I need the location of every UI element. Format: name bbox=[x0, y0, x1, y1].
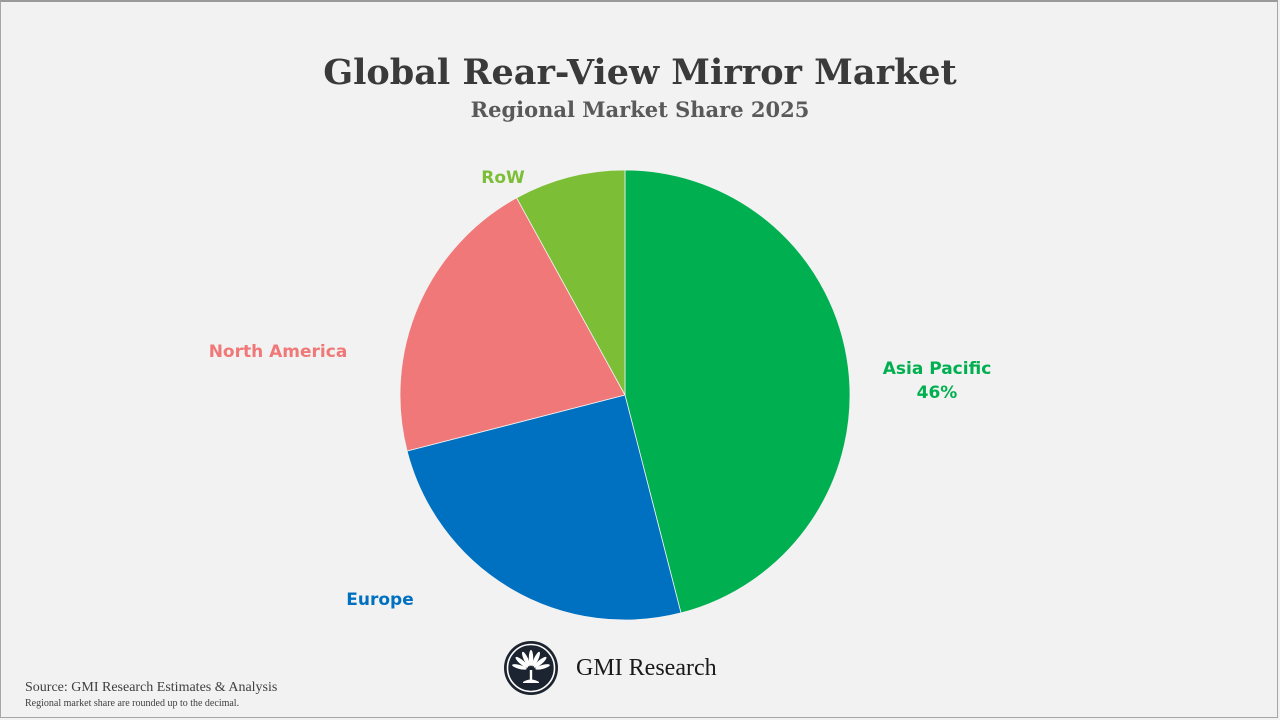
label-row: RoW bbox=[481, 168, 525, 188]
label-north-america: North America bbox=[208, 342, 348, 362]
pie-slice-row bbox=[516, 169, 626, 396]
label-asia-pacific-value: 46% bbox=[916, 383, 958, 403]
chart-title: Global Rear-View Mirror Market bbox=[323, 52, 957, 93]
label-asia-pacific: Asia Pacific 46% bbox=[872, 357, 1002, 405]
pie-slice-north-america bbox=[399, 197, 626, 452]
rounding-note: Regional market share are rounded up to … bbox=[25, 698, 240, 709]
label-asia-pacific-name: Asia Pacific bbox=[882, 359, 992, 379]
label-europe: Europe bbox=[346, 590, 414, 610]
pie-slice-asia-pacific bbox=[624, 169, 851, 614]
gmi-logo-icon bbox=[504, 641, 558, 695]
chart-subtitle: Regional Market Share 2025 bbox=[470, 97, 810, 122]
pie-slice-europe bbox=[406, 394, 682, 621]
brand-name: GMI Research bbox=[576, 655, 717, 681]
source-text: Source: GMI Research Estimates & Analysi… bbox=[25, 680, 278, 695]
